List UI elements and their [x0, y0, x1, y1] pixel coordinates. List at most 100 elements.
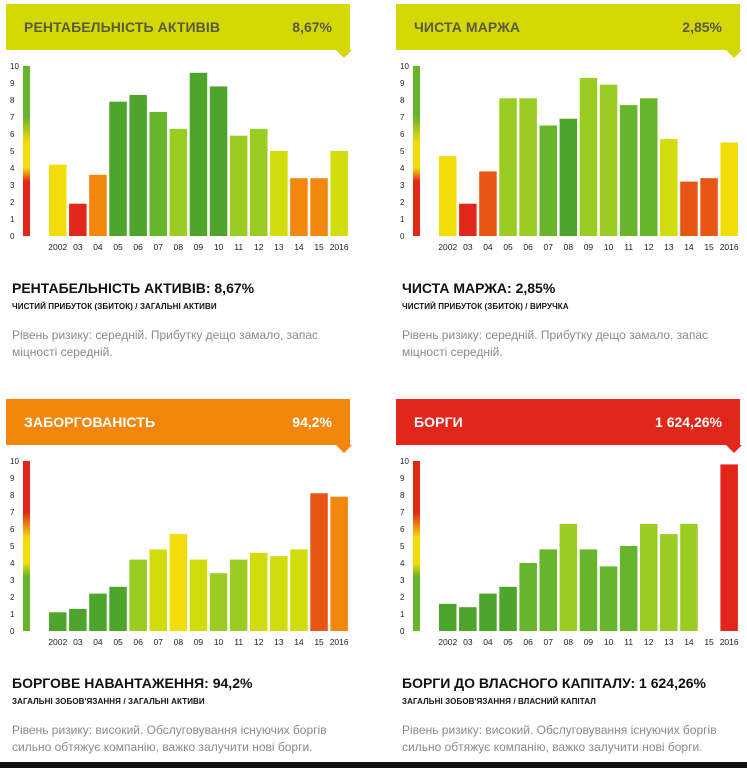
header-title: ЧИСТА МАРЖА	[414, 19, 521, 35]
header-pointer	[726, 50, 742, 58]
y-tick-label: 1	[10, 610, 15, 619]
y-tick-label: 0	[400, 232, 405, 241]
bar-08	[169, 534, 188, 631]
y-tick-label: 6	[400, 525, 405, 534]
x-tick-label: 03	[463, 637, 473, 647]
y-tick-label: 5	[10, 147, 15, 156]
y-tick-label: 0	[10, 232, 15, 241]
y-tick-label: 9	[400, 474, 405, 483]
bar-03	[459, 607, 477, 631]
y-tick-label: 1	[400, 215, 405, 224]
x-tick-label: 05	[113, 637, 123, 647]
x-tick-label: 13	[274, 242, 284, 252]
x-tick-label: 2016	[720, 242, 739, 252]
bar-04	[89, 593, 107, 631]
header-value: 2,85%	[682, 19, 722, 35]
x-tick-label: 12	[644, 637, 654, 647]
bar-11	[619, 546, 638, 631]
bar-03	[459, 203, 477, 236]
x-tick-label: 2016	[720, 637, 739, 647]
risk-scale-bar	[23, 66, 30, 236]
bar-11	[619, 105, 638, 236]
y-tick-label: 8	[400, 491, 405, 500]
bar-2016	[330, 151, 348, 236]
y-tick-label: 8	[10, 96, 15, 105]
bar-2002	[49, 164, 67, 236]
x-tick-label: 06	[133, 637, 143, 647]
bar-13	[660, 534, 678, 631]
y-tick-label: 5	[400, 542, 405, 551]
x-tick-label: 2002	[438, 242, 457, 252]
bar-2016	[720, 464, 738, 631]
panel-header: ЧИСТА МАРЖА 2,85%	[396, 4, 740, 50]
bar-11	[229, 135, 248, 236]
x-tick-label: 06	[523, 242, 533, 252]
y-tick-label: 4	[400, 164, 405, 173]
bar-13	[270, 151, 288, 236]
bar-14	[290, 549, 308, 631]
y-tick-label: 1	[10, 215, 15, 224]
header-title: БОРГИ	[414, 414, 463, 430]
y-tick-label: 10	[10, 457, 19, 466]
risk-description: Рівень ризику: середній. Прибутку дещо з…	[12, 328, 319, 359]
x-tick-label: 13	[274, 637, 284, 647]
bar-03	[69, 608, 87, 631]
bar-11	[229, 559, 248, 631]
panel-header: БОРГИ 1 624,26%	[396, 399, 740, 445]
x-tick-label: 11	[234, 637, 243, 647]
x-tick-label: 12	[644, 242, 654, 252]
bar-09	[579, 549, 598, 631]
bar-06	[129, 559, 147, 631]
y-tick-label: 5	[400, 147, 405, 156]
risk-description: Рівень ризику: високий. Обслуговування і…	[402, 723, 717, 754]
x-tick-label: 13	[664, 637, 674, 647]
metric-formula: ЧИСТИЙ ПРИБУТОК (ЗБИТОК) / ВИРУЧКА	[402, 302, 569, 311]
bar-04	[479, 593, 497, 631]
panel-header: РЕНТАБЕЛЬНІСТЬ АКТИВІВ 8,67%	[6, 4, 350, 50]
x-tick-label: 10	[214, 242, 224, 252]
y-tick-label: 2	[400, 593, 405, 602]
bar-12	[250, 128, 268, 236]
y-tick-label: 0	[10, 627, 15, 636]
x-tick-label: 10	[604, 637, 614, 647]
bar-13	[270, 556, 288, 631]
header-pointer	[726, 445, 742, 453]
x-tick-label: 10	[604, 242, 614, 252]
bar-14	[290, 178, 308, 236]
x-tick-label: 09	[194, 242, 204, 252]
x-tick-label: 14	[294, 637, 304, 647]
y-tick-label: 3	[10, 576, 15, 585]
x-tick-label: 05	[503, 242, 513, 252]
metric-title: БОРГОВЕ НАВАНТАЖЕННЯ: 94,2%	[12, 675, 253, 691]
bar-09	[579, 77, 598, 237]
y-tick-label: 9	[10, 79, 15, 88]
bottom-strip	[0, 762, 747, 768]
bar-15	[700, 178, 718, 236]
y-tick-label: 2	[10, 593, 15, 602]
bar-08	[559, 523, 578, 631]
x-tick-label: 12	[254, 242, 264, 252]
x-tick-label: 07	[154, 637, 164, 647]
y-tick-label: 10	[400, 457, 409, 466]
y-tick-label: 7	[10, 113, 15, 122]
x-tick-label: 04	[93, 637, 103, 647]
x-tick-label: 09	[584, 242, 594, 252]
y-tick-label: 5	[10, 542, 15, 551]
y-tick-label: 0	[400, 627, 405, 636]
bar-09	[189, 559, 208, 631]
bar-15	[310, 493, 328, 631]
x-tick-label: 10	[214, 637, 224, 647]
y-tick-label: 9	[400, 79, 405, 88]
y-tick-label: 3	[10, 181, 15, 190]
y-tick-label: 8	[10, 491, 15, 500]
bar-04	[479, 171, 497, 236]
bar-06	[519, 98, 537, 236]
x-tick-label: 07	[154, 242, 164, 252]
risk-scale-bar	[23, 461, 30, 631]
x-tick-label: 15	[704, 637, 714, 647]
x-tick-label: 2016	[330, 242, 349, 252]
bar-05	[499, 586, 517, 631]
